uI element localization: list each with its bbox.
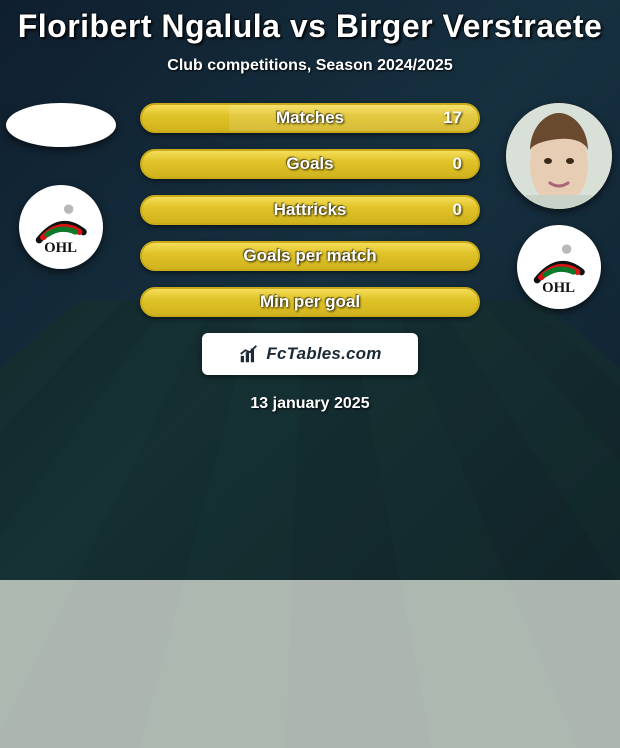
ohl-logo-icon: OHL bbox=[525, 233, 592, 300]
date-label: 13 january 2025 bbox=[0, 395, 620, 413]
left-player-column: OHL bbox=[6, 103, 116, 269]
stat-bar: Matches 17 bbox=[140, 103, 480, 133]
left-club-badge: OHL bbox=[19, 185, 103, 269]
stat-bar-label: Min per goal bbox=[142, 292, 478, 312]
stat-bar: Hattricks 0 bbox=[140, 195, 480, 225]
comparison-panel: OHL bbox=[0, 103, 620, 413]
stat-bars: Matches 17 Goals 0 Hattricks 0 Goals per… bbox=[140, 103, 480, 317]
left-player-avatar bbox=[6, 103, 116, 147]
svg-text:OHL: OHL bbox=[45, 241, 78, 257]
stat-bar-label: Hattricks bbox=[142, 200, 478, 220]
bar-chart-icon bbox=[238, 343, 260, 365]
brand-badge: FcTables.com bbox=[202, 333, 418, 375]
stat-bar: Goals per match bbox=[140, 241, 480, 271]
ohl-logo-icon: OHL bbox=[27, 193, 94, 260]
stat-bar-value-right: 0 bbox=[453, 154, 462, 174]
stat-bar-right-fill bbox=[229, 105, 478, 131]
stat-bar-label: Goals per match bbox=[142, 246, 478, 266]
right-player-column: OHL bbox=[504, 103, 614, 309]
right-club-badge: OHL bbox=[517, 225, 601, 309]
player-face-icon bbox=[506, 103, 612, 209]
stat-bar: Min per goal bbox=[140, 287, 480, 317]
svg-text:OHL: OHL bbox=[543, 281, 576, 297]
subtitle: Club competitions, Season 2024/2025 bbox=[0, 57, 620, 75]
page-title: Floribert Ngalula vs Birger Verstraete bbox=[0, 0, 620, 45]
right-player-avatar bbox=[506, 103, 612, 209]
stat-bar-label: Goals bbox=[142, 154, 478, 174]
brand-text: FcTables.com bbox=[266, 344, 381, 364]
stat-bar-value-right: 0 bbox=[453, 200, 462, 220]
stat-bar: Goals 0 bbox=[140, 149, 480, 179]
